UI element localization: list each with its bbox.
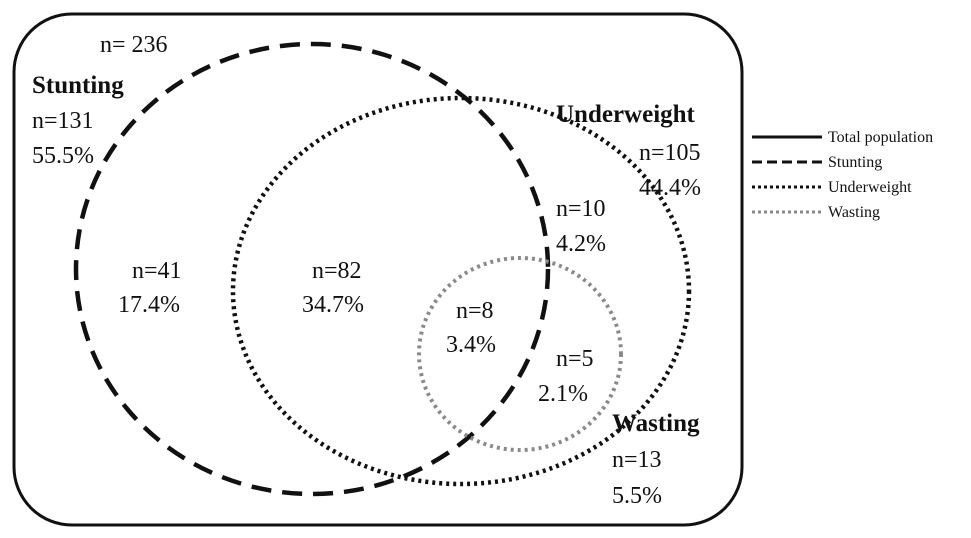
stunting-ellipse [73, 41, 551, 497]
region-stunting-underweight-count: n=82 [312, 258, 362, 284]
region-underweight-only-percent: 4.2% [556, 231, 606, 257]
stunting-percent: 55.5% [32, 143, 94, 169]
stunting-title: Stunting [32, 72, 124, 99]
region-all-three-count: n=8 [456, 298, 494, 324]
region-underweight-wasting-count: n=5 [556, 346, 594, 372]
region-underweight-only-count: n=10 [556, 196, 606, 222]
wasting-percent: 5.5% [612, 483, 662, 509]
legend-label-underweight: Underweight [828, 179, 912, 196]
region-underweight-wasting-percent: 2.1% [538, 381, 588, 407]
wasting-title: Wasting [612, 410, 700, 437]
total-population-boundary [12, 12, 744, 527]
wasting-count: n=13 [612, 447, 662, 473]
region-stunting-only-percent: 17.4% [118, 292, 180, 318]
underweight-title: Underweight [556, 101, 696, 128]
legend-label-stunting: Stunting [828, 154, 882, 171]
region-stunting-only-count: n=41 [132, 258, 182, 284]
legend-label-wasting: Wasting [828, 204, 880, 221]
total-label: n= 236 [100, 32, 168, 58]
wasting-ellipse [417, 256, 623, 452]
region-all-three-percent: 3.4% [446, 332, 496, 358]
legend: Total population Stunting Underweight Wa… [752, 129, 933, 221]
stunting-count: n=131 [32, 108, 94, 134]
legend-label-total: Total population [828, 129, 933, 146]
underweight-ellipse [230, 95, 692, 487]
underweight-percent: 44.4% [639, 175, 701, 201]
underweight-count: n=105 [639, 140, 701, 166]
region-stunting-underweight-percent: 34.7% [302, 292, 364, 318]
